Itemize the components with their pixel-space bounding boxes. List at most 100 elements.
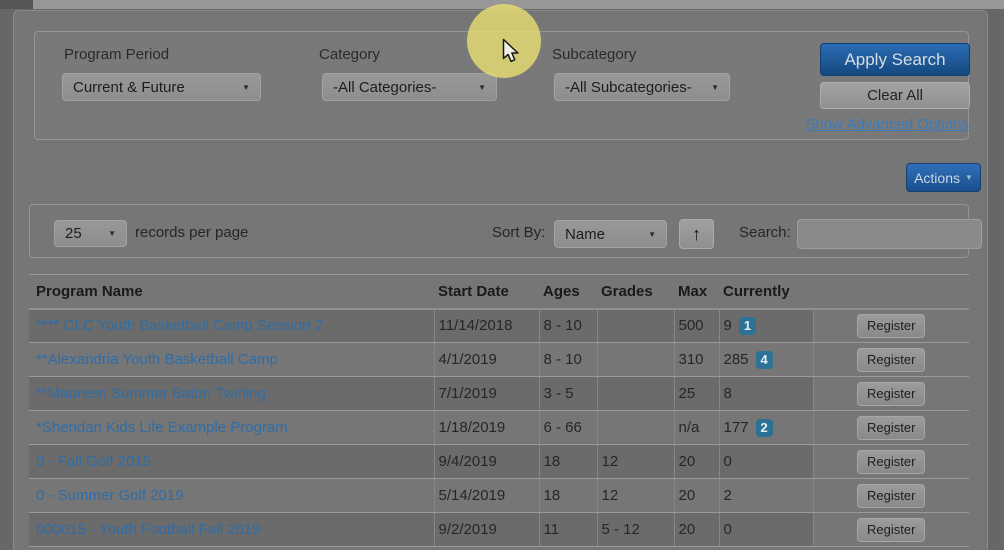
column-header-program-name: Program Name (29, 274, 434, 310)
top-strip (0, 0, 1004, 9)
records-per-page-value: 25 (65, 225, 82, 242)
max-cell: 20 (673, 512, 719, 547)
ages-cell: 18 (538, 478, 597, 513)
currently-count: 2 (723, 487, 732, 504)
grades-cell (596, 410, 674, 445)
ages-cell: 18 (538, 444, 597, 479)
chevron-down-icon: ▼ (108, 229, 116, 238)
programs-table: Program Name Start Date Ages Grades Max … (29, 274, 969, 547)
table-row: **Alexandria Youth Basketball Camp 4/1/2… (29, 342, 969, 377)
currently-count: 8 (723, 385, 732, 402)
apply-search-button[interactable]: Apply Search (820, 43, 970, 76)
currently-cell: 0 (718, 512, 813, 547)
sort-by-select[interactable]: Name ▼ (554, 220, 667, 248)
start-date-cell: 5/14/2019 (433, 478, 539, 513)
chevron-down-icon: ▼ (242, 82, 250, 92)
register-button[interactable]: Register (857, 381, 926, 406)
start-date-cell: 7/1/2019 (433, 376, 539, 411)
max-cell: 25 (673, 376, 719, 411)
register-button[interactable]: Register (857, 517, 926, 542)
grades-cell: 12 (596, 478, 674, 513)
category-value: -All Categories- (333, 78, 437, 96)
register-button[interactable]: Register (857, 313, 926, 338)
records-per-page-label: records per page (135, 224, 249, 241)
category-label: Category (319, 46, 380, 63)
program-name-link[interactable]: 0 - Summer Golf 2019 (36, 487, 184, 504)
chevron-down-icon: ▼ (648, 229, 656, 239)
program-period-select[interactable]: Current & Future ▼ (62, 73, 261, 101)
currently-cell: 285 4 (718, 342, 813, 377)
records-per-page-select[interactable]: 25 ▼ (54, 220, 127, 247)
currently-count: 9 (723, 316, 732, 334)
currently-count: 285 (723, 350, 749, 368)
actions-button-label: Actions (914, 169, 960, 186)
subcategory-label: Subcategory (552, 46, 637, 63)
grades-cell: 5 - 12 (596, 512, 674, 547)
currently-count: 0 (723, 453, 732, 470)
max-cell: n/a (673, 410, 719, 445)
ages-cell: 11 (538, 512, 597, 547)
grades-cell (596, 342, 674, 377)
currently-cell: 8 (718, 376, 813, 411)
program-name-link[interactable]: *Sheridan Kids Life Example Program (36, 419, 288, 436)
program-name-link[interactable]: **Alexandria Youth Basketball Camp (36, 351, 278, 368)
start-date-cell: 9/4/2019 (433, 444, 539, 479)
max-cell: 500 (673, 308, 719, 343)
grades-cell: 12 (596, 444, 674, 479)
ages-cell: 8 - 10 (538, 308, 597, 343)
sort-direction-button[interactable]: ↑ (679, 219, 714, 249)
register-button[interactable]: Register (857, 347, 926, 372)
sort-by-label: Sort By: (492, 224, 546, 241)
chevron-down-icon: ▼ (965, 173, 973, 182)
max-cell: 20 (673, 444, 719, 479)
start-date-cell: 9/2/2019 (433, 512, 539, 547)
register-button[interactable]: Register (857, 415, 926, 440)
program-name-link[interactable]: **** CLC Youth Basketball Camp Session 2 (36, 317, 323, 335)
arrow-up-icon: ↑ (692, 224, 701, 244)
column-header-max: Max (674, 274, 719, 310)
clear-all-button[interactable]: Clear All (820, 82, 970, 109)
program-name-link[interactable]: 000015 - Youth Football Fall 2019 (36, 521, 261, 538)
ages-cell: 6 - 66 (538, 410, 597, 445)
table-header-row: Program Name Start Date Ages Grades Max … (29, 274, 969, 310)
start-date-cell: 1/18/2019 (433, 410, 539, 445)
grades-cell (596, 376, 674, 411)
program-name-link[interactable]: **Maureen Summer Baton Twirling (36, 385, 266, 402)
program-period-label: Program Period (64, 46, 170, 63)
grades-cell (596, 308, 674, 343)
subcategory-value: -All Subcategories- (565, 78, 692, 96)
currently-badge: 4 (755, 350, 773, 369)
currently-count: 177 (723, 418, 749, 436)
column-header-register (813, 274, 969, 310)
currently-count: 0 (723, 521, 732, 538)
category-select[interactable]: -All Categories- ▼ (322, 73, 497, 101)
max-cell: 20 (673, 478, 719, 513)
register-button[interactable]: Register (857, 449, 926, 474)
ages-cell: 3 - 5 (538, 376, 597, 411)
currently-cell: 177 2 (718, 410, 813, 445)
actions-button[interactable]: Actions ▼ (906, 163, 981, 192)
column-header-ages: Ages (539, 274, 597, 310)
column-header-grades: Grades (597, 274, 674, 310)
main-panel: Program Period Category Subcategory Curr… (13, 10, 988, 550)
currently-badge: 1 (738, 316, 757, 335)
show-advanced-options-link[interactable]: Show Advanced Options (805, 116, 969, 133)
table-row: **Maureen Summer Baton Twirling 7/1/2019… (29, 376, 969, 411)
currently-cell: 0 (718, 444, 813, 479)
search-input[interactable] (797, 219, 982, 249)
program-name-link[interactable]: 0 - Fall Golf 2019 (36, 453, 152, 470)
search-label: Search: (739, 224, 791, 241)
register-button[interactable]: Register (857, 483, 926, 508)
table-row: *Sheridan Kids Life Example Program 1/18… (29, 410, 969, 445)
top-strip-dark-block (0, 0, 33, 9)
search-filter-panel: Program Period Category Subcategory Curr… (34, 31, 970, 140)
list-toolbar: 25 ▼ records per page Sort By: Name ▼ ↑ … (29, 204, 982, 258)
table-row: 0 - Fall Golf 2019 9/4/2019 18 12 20 0 R… (29, 444, 969, 479)
currently-cell: 2 (718, 478, 813, 513)
program-period-value: Current & Future (73, 78, 185, 96)
chevron-down-icon: ▼ (711, 82, 719, 92)
start-date-cell: 11/14/2018 (433, 308, 539, 343)
subcategory-select[interactable]: -All Subcategories- ▼ (554, 73, 730, 101)
column-header-currently: Currently (719, 274, 813, 310)
